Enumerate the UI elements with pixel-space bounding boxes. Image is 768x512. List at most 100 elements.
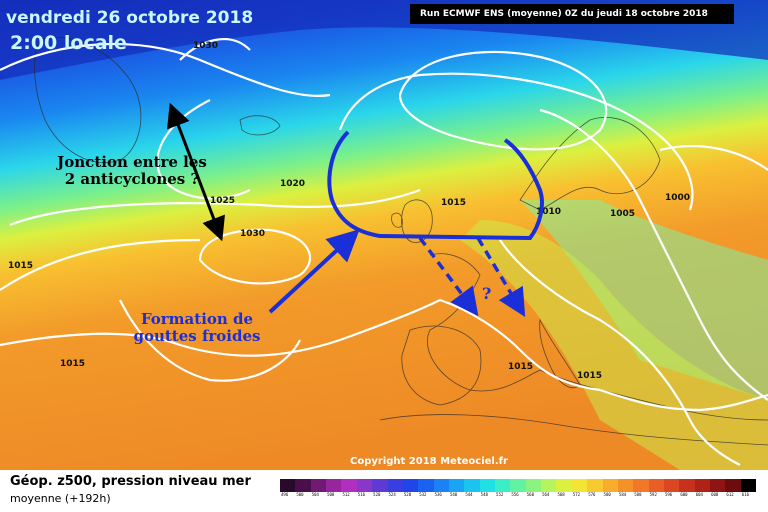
europe-coast xyxy=(427,253,768,421)
legend-cell: 608 xyxy=(710,479,726,499)
legend-cell: 592 xyxy=(648,479,664,499)
legend-swatch xyxy=(295,479,311,492)
color-legend: 496 500 504 508 512 516 520 524 528 532 536 540 544 5… xyxy=(280,479,757,499)
legend-value: 564 xyxy=(542,492,550,497)
legend-swatch xyxy=(648,479,664,492)
legend-cell: 524 xyxy=(387,479,403,499)
run-info-banner xyxy=(410,4,734,24)
copyright-text: Copyright 2018 Meteociel.fr xyxy=(350,456,508,467)
legend-swatch xyxy=(341,479,357,492)
legend-cell: 604 xyxy=(694,479,711,499)
legend-swatch xyxy=(372,479,388,492)
isobar-label: 1015 xyxy=(508,362,533,372)
iceland-coast xyxy=(239,115,281,136)
legend-swatch xyxy=(479,479,496,492)
legend-value: 504 xyxy=(311,492,319,497)
legend-value: 584 xyxy=(618,492,627,497)
isobar-label: 1015 xyxy=(60,359,85,369)
legend-swatch xyxy=(402,479,419,492)
legend-swatch xyxy=(510,479,526,492)
legend-cell: 584 xyxy=(617,479,634,499)
legend-value: 560 xyxy=(526,492,534,497)
legend-cell: 520 xyxy=(372,479,388,499)
legend-cell: 588 xyxy=(633,479,649,499)
legend-cell: 544 xyxy=(464,479,480,499)
legend-cell: 568 xyxy=(556,479,572,499)
run-info-text: Run ECMWF ENS (moyenne) 0Z du jeudi 18 o… xyxy=(420,9,708,19)
legend-value: 596 xyxy=(664,492,673,497)
legend-swatch xyxy=(356,479,373,492)
trough-outline xyxy=(327,130,544,241)
legend-value: 544 xyxy=(465,492,473,497)
green-band xyxy=(460,220,768,470)
question-mark-label: ? xyxy=(482,284,492,303)
cold-trough-area xyxy=(520,200,768,400)
legend-value: 552 xyxy=(496,492,504,497)
greenland-coast xyxy=(34,37,142,163)
legend-cell: 496 xyxy=(280,479,296,499)
isobar-label: 1015 xyxy=(8,261,33,271)
legend-swatch xyxy=(725,479,741,492)
isobar-label: 1010 xyxy=(536,207,561,217)
legend-swatch xyxy=(602,479,618,492)
isobar-label: 1030 xyxy=(193,41,218,51)
legend-value: 592 xyxy=(649,492,657,497)
legend-value: 528 xyxy=(403,492,412,497)
legend-swatch xyxy=(418,479,434,492)
legend-value: 516 xyxy=(357,492,366,497)
legend-cell: 536 xyxy=(433,479,449,499)
isobar-label: 1020 xyxy=(280,179,305,189)
legend-value: 524 xyxy=(388,492,396,497)
formation-annotation: Formation de gouttes froides xyxy=(133,310,261,346)
legend-value: 600 xyxy=(680,492,688,497)
legend-cell: 560 xyxy=(525,479,542,499)
isobar-line xyxy=(659,144,768,171)
legend-cell: 580 xyxy=(602,479,618,499)
legend-cell: 528 xyxy=(402,479,419,499)
legend-value: 612 xyxy=(726,492,734,497)
legend-cell: 516 xyxy=(356,479,373,499)
legend-swatch xyxy=(694,479,711,492)
footer-subtitle: moyenne (+192h) xyxy=(10,492,111,505)
legend-cell: 512 xyxy=(341,479,357,499)
isobar-line xyxy=(119,299,301,382)
isobar-line xyxy=(539,108,768,401)
legend-value: 508 xyxy=(327,492,335,497)
legend-swatch xyxy=(310,479,327,492)
scandinavia-coast xyxy=(519,117,661,211)
isobar-label: 1005 xyxy=(610,209,635,219)
legend-value: 556 xyxy=(511,492,519,497)
legend-swatch xyxy=(433,479,449,492)
legend-value: 548 xyxy=(480,492,488,497)
italy-coast xyxy=(539,318,581,389)
legend-swatch xyxy=(448,479,465,492)
legend-cell: 596 xyxy=(663,479,680,499)
isobar-label: 1015 xyxy=(577,371,602,381)
formation-arrow xyxy=(268,229,360,314)
isobar-line xyxy=(338,72,694,211)
isobar-line xyxy=(599,388,768,412)
legend-cell: 556 xyxy=(510,479,526,499)
legend-swatch xyxy=(633,479,649,492)
legend-value: 588 xyxy=(634,492,642,497)
forecast-time: 2:00 locale xyxy=(10,32,127,54)
legend-cell: 572 xyxy=(571,479,588,499)
legend-swatch xyxy=(710,479,726,492)
junction-arrow xyxy=(167,102,225,242)
legend-swatch xyxy=(663,479,680,492)
footer-title: Géop. z500, pression niveau mer xyxy=(10,474,251,489)
legend-cell: 616 xyxy=(740,479,757,499)
isobar-label: 1025 xyxy=(210,196,235,206)
legend-swatch xyxy=(556,479,572,492)
legend-value: 532 xyxy=(419,492,427,497)
legend-cell: 508 xyxy=(326,479,342,499)
legend-cell: 552 xyxy=(495,479,511,499)
isobar-line xyxy=(9,188,421,227)
legend-cell: 600 xyxy=(679,479,695,499)
legend-swatch xyxy=(326,479,342,492)
legend-cell: 564 xyxy=(541,479,557,499)
legend-swatch xyxy=(495,479,511,492)
isobar-label: 1030 xyxy=(240,229,265,239)
isobars xyxy=(0,38,768,466)
